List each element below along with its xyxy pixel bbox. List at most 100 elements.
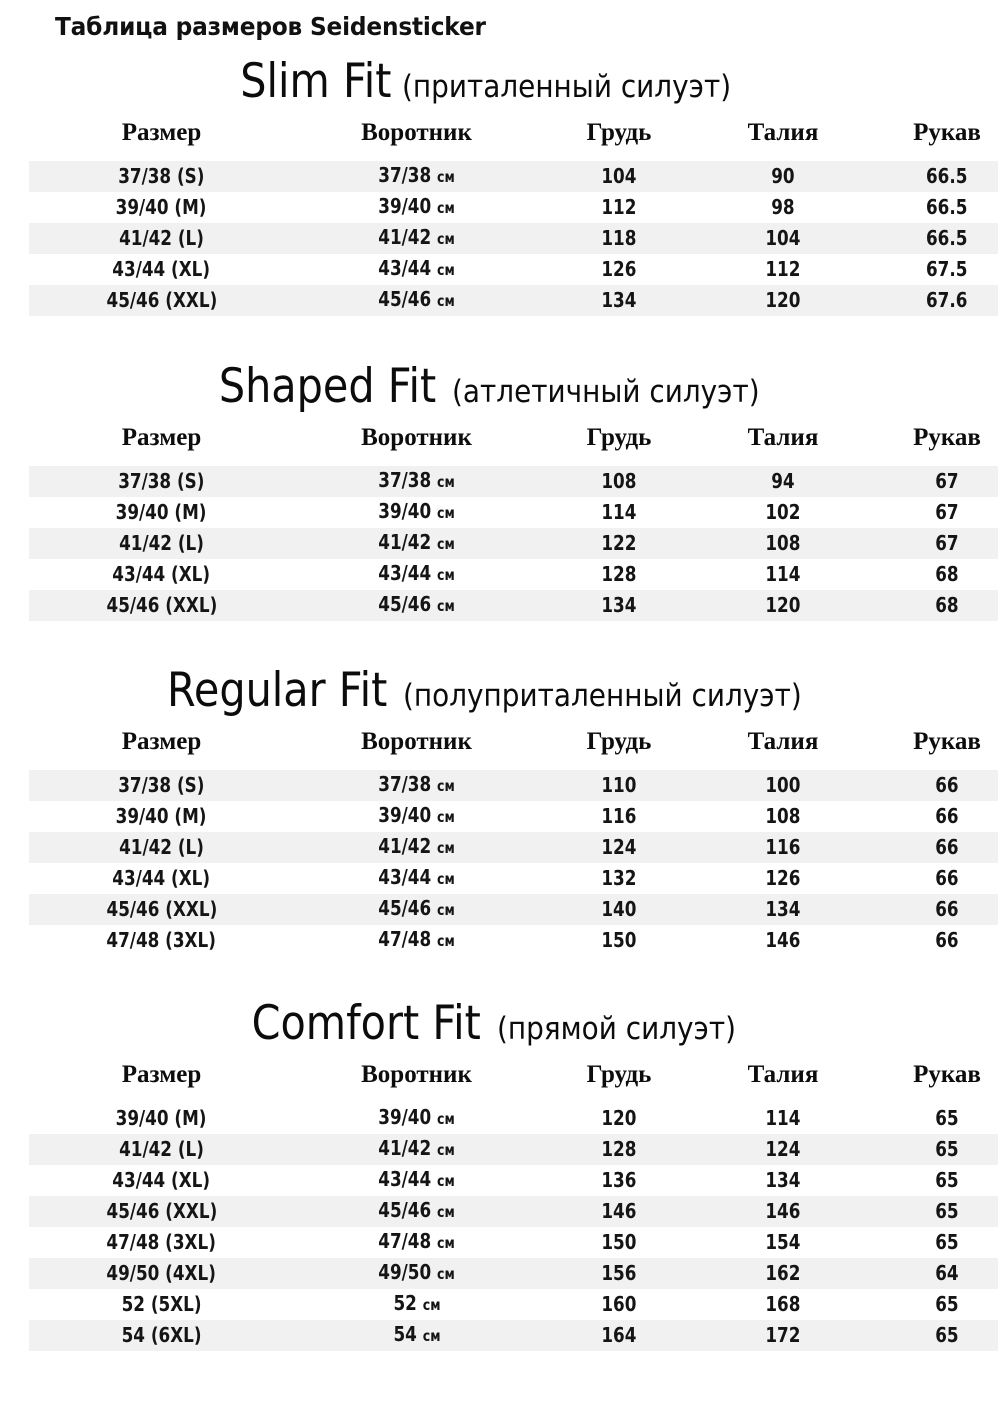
- spacer-cell: [0, 590, 29, 621]
- column-header: Талия: [747, 728, 819, 755]
- collar-value-wrap: 45/46 см: [378, 590, 455, 621]
- size-value: 43/44 (XL): [112, 1168, 211, 1192]
- cell-sleeve: 66: [867, 801, 998, 832]
- cell-chest: 128: [539, 1134, 699, 1165]
- chest-value: 140: [601, 897, 637, 921]
- collar-value: 45/46: [378, 592, 432, 616]
- size-value: 47/48 (3XL): [106, 928, 217, 952]
- table-row: 37/38 (S) 37/38 см 108 94 67: [0, 466, 998, 497]
- unit-label: см: [436, 230, 455, 248]
- cell-sleeve: 66.5: [867, 223, 998, 254]
- collar-value-wrap: 52 см: [393, 1289, 440, 1320]
- spacer-cell: [0, 559, 29, 590]
- cell-size: 47/48 (3XL): [29, 1227, 294, 1258]
- column-header: Размер: [121, 1061, 202, 1088]
- cell-size: 37/38 (S): [29, 161, 294, 192]
- chest-value: 118: [601, 226, 637, 250]
- cell-sleeve: 65: [867, 1227, 998, 1258]
- waist-value: 172: [765, 1323, 801, 1347]
- chest-value: 114: [601, 500, 637, 524]
- collar-value: 39/40: [378, 1105, 432, 1129]
- waist-value: 98: [771, 195, 795, 219]
- column-header: Размер: [121, 119, 202, 146]
- cell-waist: 124: [699, 1134, 867, 1165]
- cell-sleeve: 66.5: [867, 161, 998, 192]
- table-row: 45/46 (XXL) 45/46 см 146 146 65: [0, 1196, 998, 1227]
- size-table: Размер Воротник Грудь Талия Рукав 37/38 (S) 37…: [0, 414, 998, 621]
- cell-sleeve: 67: [867, 466, 998, 497]
- table-row: 39/40 (M) 39/40 см 114 102 67: [0, 497, 998, 528]
- table-header-row: Размер Воротник Грудь Талия Рукав: [0, 109, 998, 161]
- unit-label: см: [436, 504, 455, 522]
- cell-chest: 104: [539, 161, 699, 192]
- size-value: 45/46 (XXL): [106, 288, 217, 312]
- fit-name: Comfort Fit: [251, 996, 481, 1051]
- chest-value: 122: [601, 531, 637, 555]
- waist-value: 154: [765, 1230, 801, 1254]
- sleeve-value: 66: [935, 773, 959, 797]
- sleeve-value: 67: [935, 531, 959, 555]
- collar-value: 47/48: [378, 927, 432, 951]
- collar-value-wrap: 54 см: [393, 1320, 440, 1351]
- cell-size: 41/42 (L): [29, 1134, 294, 1165]
- cell-waist: 102: [699, 497, 867, 528]
- size-value: 45/46 (XXL): [106, 593, 217, 617]
- cell-size: 54 (6XL): [29, 1320, 294, 1351]
- cell-sleeve: 65: [867, 1196, 998, 1227]
- spacer-cell: [0, 285, 29, 316]
- table-row: 39/40 (M) 39/40 см 116 108 66: [0, 801, 998, 832]
- cell-sleeve: 65: [867, 1103, 998, 1134]
- waist-value: 126: [765, 866, 801, 890]
- waist-value: 90: [771, 164, 795, 188]
- column-header: Воротник: [361, 424, 472, 451]
- size-table: Размер Воротник Грудь Талия Рукав 37/38 (S) 37…: [0, 109, 998, 316]
- sleeve-value: 67.5: [926, 257, 968, 281]
- collar-value-wrap: 39/40 см: [378, 1103, 455, 1134]
- cell-size: 45/46 (XXL): [29, 590, 294, 621]
- sleeve-value: 66: [935, 835, 959, 859]
- collar-value-wrap: 41/42 см: [378, 832, 455, 863]
- collar-value-wrap: 37/38 см: [378, 770, 455, 801]
- collar-value-wrap: 43/44 см: [378, 254, 455, 285]
- collar-value-wrap: 41/42 см: [378, 528, 455, 559]
- cell-size: 41/42 (L): [29, 223, 294, 254]
- unit-label: см: [436, 777, 455, 795]
- column-header: Рукав: [913, 424, 981, 451]
- sleeve-value: 65: [935, 1168, 959, 1192]
- sleeve-value: 65: [935, 1106, 959, 1130]
- cell-sleeve: 67: [867, 497, 998, 528]
- cell-size: 39/40 (M): [29, 1103, 294, 1134]
- cell-sleeve: 64: [867, 1258, 998, 1289]
- waist-value: 100: [765, 773, 801, 797]
- spacer-cell: [0, 1165, 29, 1196]
- chest-value: 110: [601, 773, 637, 797]
- waist-value: 94: [771, 469, 795, 493]
- cell-collar: 49/50 см: [294, 1258, 539, 1289]
- collar-value: 43/44: [378, 865, 432, 889]
- cell-size: 39/40 (M): [29, 801, 294, 832]
- sleeve-value: 66: [935, 804, 959, 828]
- fit-name: Slim Fit: [240, 54, 392, 109]
- collar-value: 37/38: [378, 163, 432, 187]
- collar-value: 49/50: [378, 1260, 432, 1284]
- cell-collar: 37/38 см: [294, 466, 539, 497]
- cell-sleeve: 66.5: [867, 192, 998, 223]
- page-title: Таблица размеров Seidensticker: [55, 12, 486, 41]
- fit-section-heading: Shaped Fit (атлетичный силуэт): [0, 363, 998, 414]
- column-header: Талия: [747, 119, 819, 146]
- table-row: 45/46 (XXL) 45/46 см 134 120 68: [0, 590, 998, 621]
- waist-value: 168: [765, 1292, 801, 1316]
- collar-value-wrap: 39/40 см: [378, 497, 455, 528]
- size-value: 43/44 (XL): [112, 257, 211, 281]
- spacer-cell: [0, 832, 29, 863]
- waist-value: 108: [765, 531, 801, 555]
- cell-collar: 39/40 см: [294, 192, 539, 223]
- fit-section: Regular Fit (полуприталенный силуэт) Разм…: [0, 667, 998, 956]
- cell-chest: 150: [539, 925, 699, 956]
- cell-chest: 134: [539, 590, 699, 621]
- cell-size: 43/44 (XL): [29, 1165, 294, 1196]
- spacer-cell: [0, 801, 29, 832]
- size-value: 39/40 (M): [116, 195, 207, 219]
- cell-waist: 98: [699, 192, 867, 223]
- collar-value-wrap: 41/42 см: [378, 223, 455, 254]
